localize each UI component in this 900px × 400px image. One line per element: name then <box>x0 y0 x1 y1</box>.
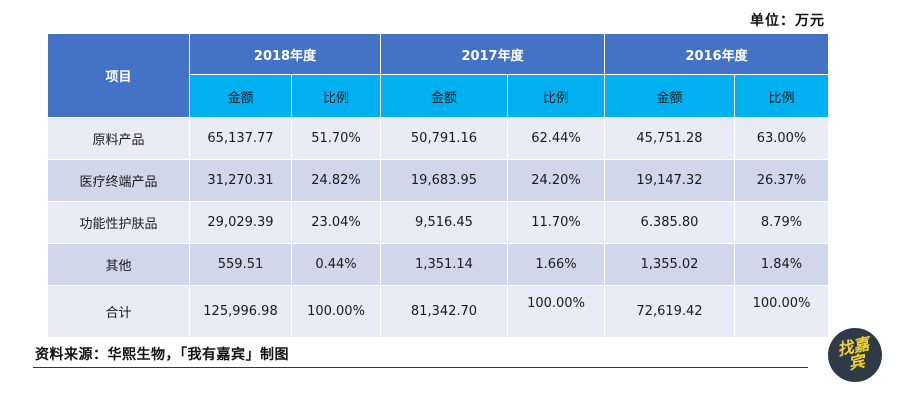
table-cell: 1.66% <box>507 243 605 286</box>
table-cell: 23.04% <box>291 201 381 244</box>
row-label: 功能性护肤品 <box>47 201 190 244</box>
footer-divider <box>33 367 808 368</box>
table-row: 其他 559.51 0.44% 1,351.14 1.66% 1,355.02 … <box>47 243 829 286</box>
logo-text: 找嘉宾 <box>835 334 871 374</box>
table-cell: 0.44% <box>291 243 381 286</box>
row-label: 原料产品 <box>47 117 190 160</box>
amount-header: 金额 <box>604 74 735 118</box>
table-row-total: 合计 125,996.98 100.00% 81,342.70 100.00% … <box>47 285 829 338</box>
year-header-2017: 2017年度 <box>380 33 605 75</box>
unit-label: 单位：万元 <box>750 13 825 29</box>
row-label: 其他 <box>47 243 190 286</box>
table-row: 原料产品 65,137.77 51.70% 50,791.16 62.44% 4… <box>47 117 829 160</box>
table-row: 医疗终端产品 31,270.31 24.82% 19,683.95 24.20%… <box>47 159 829 202</box>
table-cell: 19,683.95 <box>380 159 508 202</box>
table-cell: 29,029.39 <box>189 201 292 244</box>
table-cell: 72,619.42 <box>604 285 735 338</box>
table-cell: 6.385.80 <box>604 201 735 244</box>
table-cell: 1.84% <box>734 243 829 286</box>
table-cell: 125,996.98 <box>189 285 292 338</box>
table-cell: 65,137.77 <box>189 117 292 160</box>
year-header-2018: 2018年度 <box>189 33 381 75</box>
table-cell: 81,342.70 <box>380 285 508 338</box>
ratio-header: 比例 <box>507 74 605 118</box>
table-cell: 100.00% <box>291 285 381 338</box>
table-cell: 1,355.02 <box>604 243 735 286</box>
amount-header: 金额 <box>380 74 508 118</box>
ratio-header: 比例 <box>291 74 381 118</box>
table-cell: 31,270.31 <box>189 159 292 202</box>
ratio-header: 比例 <box>734 74 829 118</box>
table-cell: 100.00% <box>734 285 829 338</box>
table-cell: 19,147.32 <box>604 159 735 202</box>
table-cell: 45,751.28 <box>604 117 735 160</box>
table-cell: 63.00% <box>734 117 829 160</box>
table-cell: 559.51 <box>189 243 292 286</box>
table-cell: 8.79% <box>734 201 829 244</box>
source-note: 资料来源：华熙生物，「我有嘉宾」制图 <box>35 347 289 363</box>
table-cell: 100.00% <box>507 285 605 338</box>
table-cell: 9,516.45 <box>380 201 508 244</box>
table-cell: 51.70% <box>291 117 381 160</box>
brand-logo: 找嘉宾 <box>828 328 882 382</box>
year-header-2016: 2016年度 <box>604 33 829 75</box>
table-cell: 1,351.14 <box>380 243 508 286</box>
table-cell: 26.37% <box>734 159 829 202</box>
table-cell: 24.20% <box>507 159 605 202</box>
table-row: 功能性护肤品 29,029.39 23.04% 9,516.45 11.70% … <box>47 201 829 244</box>
table-cell: 11.70% <box>507 201 605 244</box>
table-cell: 24.82% <box>291 159 381 202</box>
row-label: 合计 <box>47 285 190 338</box>
amount-header: 金额 <box>189 74 292 118</box>
table-cell: 62.44% <box>507 117 605 160</box>
row-label: 医疗终端产品 <box>47 159 190 202</box>
item-header: 项目 <box>47 33 190 118</box>
financial-table: 项目 2018年度 2017年度 2016年度 金额 比例 金额 比例 金额 比… <box>47 33 829 338</box>
table-cell: 50,791.16 <box>380 117 508 160</box>
